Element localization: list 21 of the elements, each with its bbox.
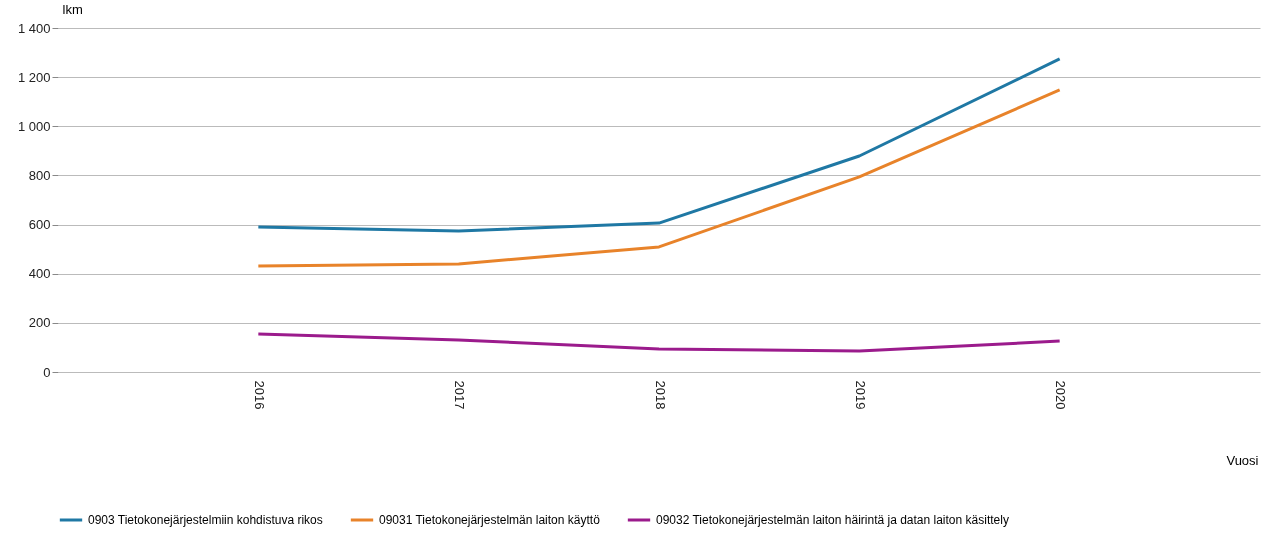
y-tick-label: 400 — [28, 266, 51, 282]
legend-label: 0903 Tietokonejärjestelmiin kohdistuva rikos — [88, 513, 323, 527]
y-tick-label: 1 400 — [17, 20, 51, 36]
line-series — [256, 88, 1062, 268]
legend-label: 09032 Tietokonejärjestelmän laiton häirintä ja datan laiton käsittely — [656, 513, 1009, 527]
x-tick-label: 2020 — [1053, 380, 1069, 410]
line-series — [256, 332, 1062, 353]
y-tick-label: 800 — [28, 167, 51, 183]
line-series — [256, 57, 1062, 233]
y-tick-label: 1 000 — [17, 118, 51, 134]
x-tick-label: 2018 — [652, 380, 668, 410]
legend-label: 09031 Tietokonejärjestelmän laiton käyttö — [379, 513, 601, 527]
y-tick-label: 600 — [28, 217, 51, 233]
y-axis-title: lkm — [62, 1, 83, 17]
x-tick-label: 2016 — [251, 380, 267, 410]
y-tick-label: 1 200 — [17, 69, 51, 85]
y-tick-label: 0 — [43, 364, 51, 380]
x-axis-title: Vuosi — [1226, 452, 1259, 468]
x-tick-label: 2019 — [852, 380, 868, 410]
x-tick-label: 2017 — [452, 380, 468, 410]
y-tick-label: 200 — [28, 315, 51, 331]
